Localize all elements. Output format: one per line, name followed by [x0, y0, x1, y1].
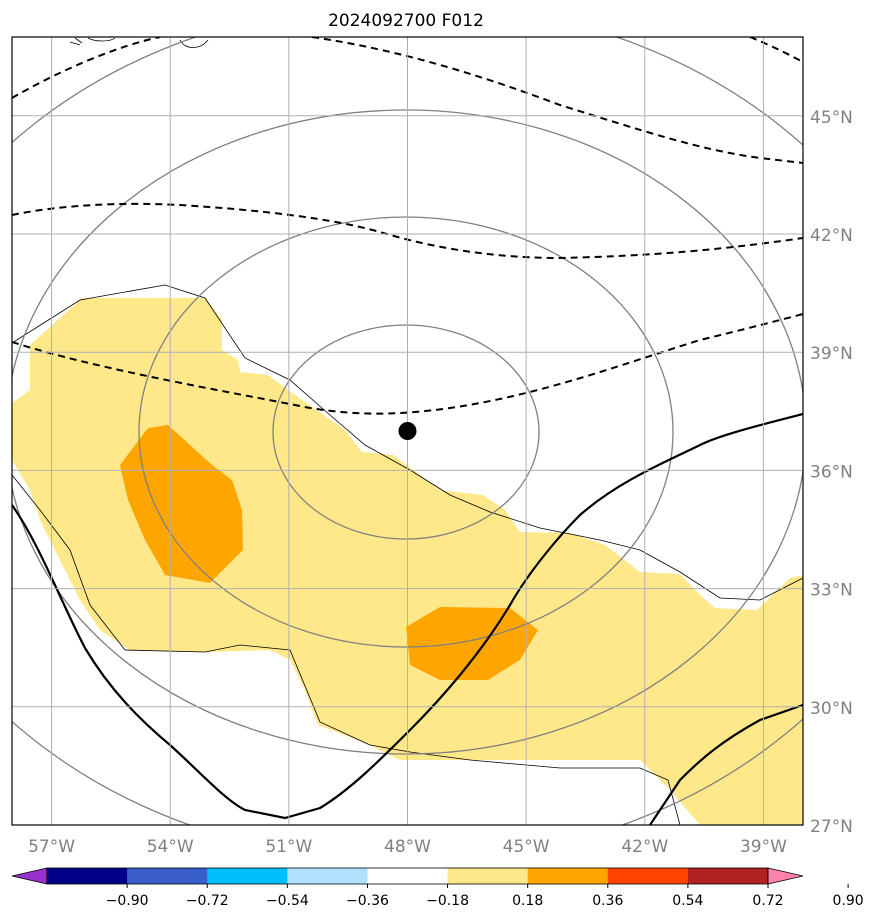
- map-frame: [11, 36, 804, 826]
- colorbar-outline: [46, 867, 769, 885]
- longitude-label: 57°W: [28, 837, 75, 857]
- colorbar-tick-label: 0.54: [672, 893, 703, 909]
- colorbar-tick-label: −0.36: [346, 893, 389, 909]
- colorbar-tick-label: 0.90: [833, 893, 864, 909]
- colorbar-segment: [607, 868, 689, 884]
- longitude-labels: 57°W 54°W 51°W 48°W 45°W 42°W 39°W: [28, 837, 787, 857]
- colorbar-tick-label: −0.72: [186, 893, 229, 909]
- colorbar-segment: [527, 868, 609, 884]
- latitude-label: 45°N: [810, 108, 853, 128]
- colorbar-segment: [447, 868, 529, 884]
- colorbar-tick-label: 0.72: [752, 893, 783, 909]
- latitude-labels: 27°N 30°N 33°N 36°N 39°N 42°N 45°N: [810, 108, 853, 837]
- colorbar-tick-label: −0.54: [266, 893, 309, 909]
- anomaly-fill-orange-west: [120, 425, 243, 583]
- latitude-label: 27°N: [810, 817, 853, 837]
- colorbar-segment: [687, 868, 769, 884]
- longitude-label: 48°W: [384, 837, 431, 857]
- colorbar-segment: [207, 868, 288, 884]
- latitude-label: 39°N: [810, 344, 853, 364]
- colorbar-extend-low: [11, 867, 48, 885]
- latitude-label: 30°N: [810, 699, 853, 719]
- colorbar-segment: [287, 868, 368, 884]
- colorbar-tick-label: −0.90: [106, 893, 149, 909]
- solid-contours: [12, 412, 803, 825]
- colorbar: −0.90 −0.72 −0.54 −0.36 −0.18 0.18 0.36 0.54 0.7…: [11, 867, 864, 909]
- dashed-contours: [12, 37, 803, 415]
- storm-center-marker: [398, 422, 417, 440]
- latitude-label: 42°N: [810, 226, 853, 246]
- colorbar-segment: [127, 868, 208, 884]
- anomaly-fill-orange-south: [406, 607, 538, 680]
- longitude-label: 42°W: [621, 837, 668, 857]
- colorbar-segment: [367, 868, 449, 884]
- longitude-label: 51°W: [265, 837, 312, 857]
- colorbar-tick-label: 0.18: [512, 893, 543, 909]
- colorbar-tick-label: −0.18: [426, 893, 469, 909]
- coastlines: [12, 37, 803, 825]
- longitude-label: 39°W: [740, 837, 787, 857]
- colorbar-tick-label: 0.36: [592, 893, 623, 909]
- colorbar-extend-high: [767, 867, 804, 885]
- colorbar-segment: [47, 868, 128, 884]
- latitude-label: 36°N: [810, 462, 853, 482]
- longitude-label: 54°W: [147, 837, 194, 857]
- latitude-label: 33°N: [810, 581, 853, 601]
- longitude-label: 45°W: [503, 837, 550, 857]
- map-title: 2024092700 F012: [328, 11, 484, 31]
